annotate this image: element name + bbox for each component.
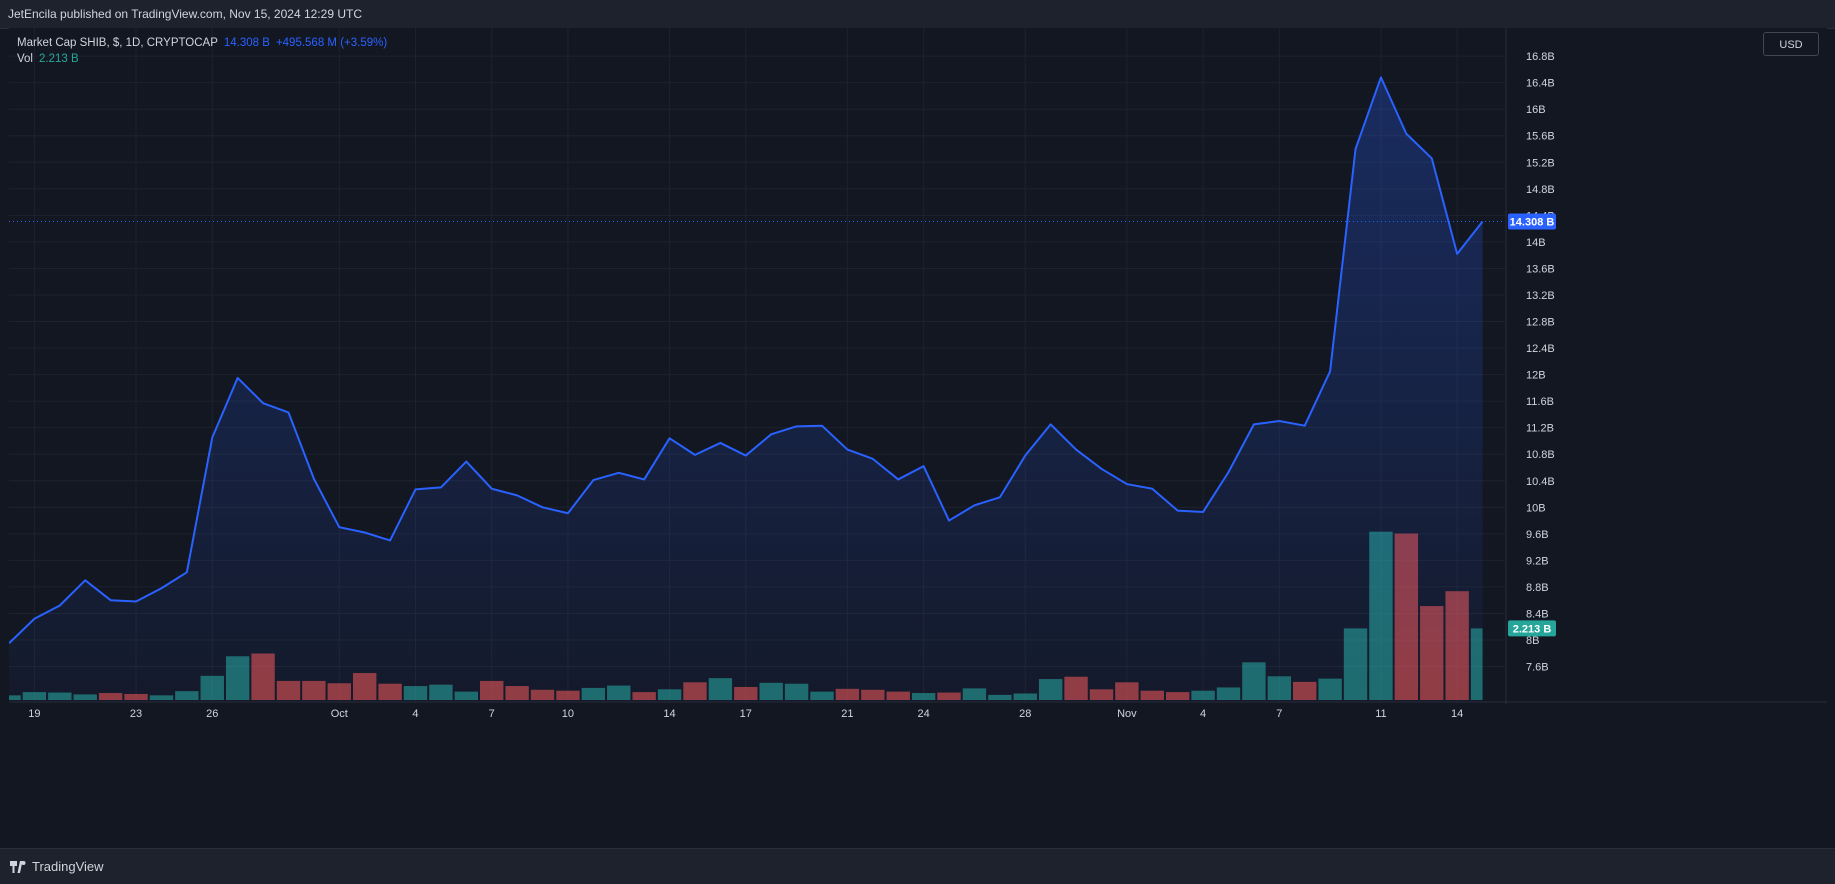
current-price-label: 14.308 B xyxy=(1510,216,1555,228)
volume-value: 2.213 B xyxy=(39,53,79,65)
chart-legend: Market Cap SHIB, $, 1D, CRYPTOCAP 14.308 … xyxy=(17,35,393,67)
price-markers: 14.308 B 2.213 B xyxy=(9,213,1556,637)
y-tick-label: 16.4B xyxy=(1526,78,1555,90)
tradingview-logo-icon xyxy=(10,860,26,873)
current-price-badge xyxy=(1508,213,1556,230)
x-tick-label: 4 xyxy=(412,708,418,720)
x-tick-label: 11 xyxy=(1375,708,1386,720)
change-value: +495.568 M (+3.59%) xyxy=(275,37,388,49)
y-tick-label: 10.4B xyxy=(1526,476,1555,488)
y-tick-label: 12.8B xyxy=(1526,317,1555,329)
footer: TradingView xyxy=(0,848,1835,884)
current-volume-label: 2.213 B xyxy=(1513,623,1552,635)
currency-button[interactable]: USD xyxy=(1763,32,1819,56)
x-tick-label: 10 xyxy=(562,708,574,720)
price-axis[interactable]: 16.8B16.4B16B15.6B15.2B14.8B14.4B14B13.6… xyxy=(1505,28,1555,704)
x-tick-label: 7 xyxy=(1276,708,1282,720)
y-tick-label: 10B xyxy=(1526,502,1546,514)
x-tick-label: 4 xyxy=(1200,708,1206,720)
y-tick-label: 9.2B xyxy=(1526,555,1549,567)
price-line-layer xyxy=(8,76,1484,645)
y-tick-label: 15.6B xyxy=(1526,131,1555,143)
x-tick-label: Oct xyxy=(331,708,348,720)
price-area-fill xyxy=(9,77,1483,702)
x-tick-label: 19 xyxy=(28,708,40,720)
y-tick-label: 11.2B xyxy=(1526,423,1554,435)
y-tick-label: 15.2B xyxy=(1526,157,1555,169)
x-tick-label: 21 xyxy=(841,708,853,720)
y-tick-label: 16.8B xyxy=(1526,51,1555,63)
y-tick-label: 11.6B xyxy=(1526,396,1554,408)
last-value: 14.308 B xyxy=(223,37,270,49)
y-tick-label: 8.4B xyxy=(1526,608,1549,620)
y-tick-label: 14B xyxy=(1526,237,1546,249)
x-tick-label: 14 xyxy=(663,708,675,720)
tradingview-brand: TradingView xyxy=(32,859,104,874)
current-volume-badge xyxy=(1508,620,1556,637)
y-tick-label: 12.4B xyxy=(1526,343,1555,355)
x-tick-label: 26 xyxy=(206,708,218,720)
y-tick-label: 13.2B xyxy=(1526,290,1555,302)
y-tick-label: 8B xyxy=(1526,635,1539,647)
x-tick-label: 7 xyxy=(489,708,495,720)
chart-area[interactable]: 16.8B16.4B16B15.6B15.2B14.8B14.4B14B13.6… xyxy=(8,28,1827,848)
x-tick-label: Nov xyxy=(1117,708,1137,720)
time-axis[interactable]: 19 23 26 Oct 4 7 10 14 17 21 24 28 Nov 4 7 11 14 xyxy=(9,701,1827,720)
chart-svg[interactable]: 16.8B16.4B16B15.6B15.2B14.8B14.4B14B13.6… xyxy=(8,28,1827,848)
x-tick-label: 14 xyxy=(1451,708,1463,720)
x-tick-label: 23 xyxy=(130,708,142,720)
y-tick-label: 16B xyxy=(1526,104,1546,116)
publisher-header: JetEncila published on TradingView.com, … xyxy=(0,0,1835,29)
y-tick-label: 13.6B xyxy=(1526,263,1555,275)
y-tick-label: 14.8B xyxy=(1526,184,1555,196)
y-tick-label: 9.6B xyxy=(1526,529,1549,541)
symbol-title[interactable]: Market Cap SHIB, $, 1D, CRYPTOCAP xyxy=(17,37,218,49)
x-tick-label: 17 xyxy=(740,708,752,720)
y-tick-label: 8.8B xyxy=(1526,582,1549,594)
x-tick-label: 28 xyxy=(1019,708,1031,720)
tradingview-logo[interactable]: TradingView xyxy=(10,859,104,874)
price-line xyxy=(8,76,1484,645)
y-tick-label: 12B xyxy=(1526,370,1546,382)
volume-label[interactable]: Vol xyxy=(17,53,33,65)
y-tick-label: 10.8B xyxy=(1526,449,1555,461)
price-area xyxy=(9,77,1483,702)
x-tick-label: 24 xyxy=(917,708,929,720)
publisher-line: JetEncila published on TradingView.com, … xyxy=(8,7,362,21)
y-tick-label: 7.6B xyxy=(1526,662,1549,674)
